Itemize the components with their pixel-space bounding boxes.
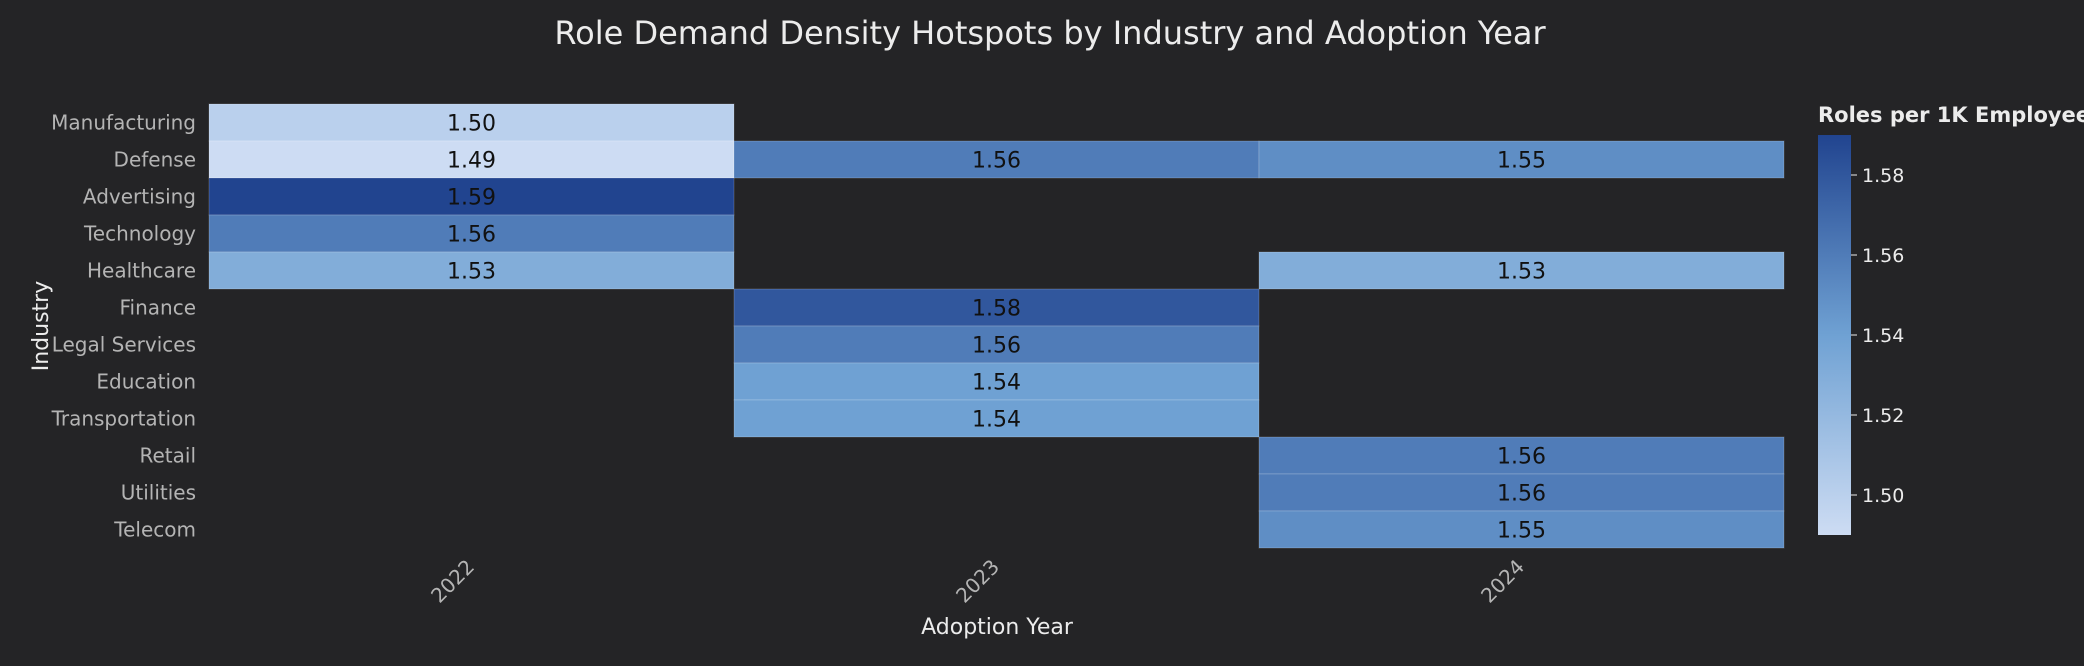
heatmap-cell	[733, 399, 1260, 438]
cell-value-label: 1.54	[972, 408, 1021, 433]
colorbar-gradient	[1818, 135, 1851, 535]
y-tick-label: Healthcare	[87, 259, 196, 283]
cell-value-label: 1.49	[447, 149, 496, 174]
colorbar-ticks: 1.50 1.52 1.54 1.56 1.58	[1851, 165, 1904, 507]
y-tick-label: Telecom	[113, 518, 196, 542]
heatmap-cell	[208, 140, 735, 179]
y-tick-label: Technology	[83, 222, 196, 246]
y-axis-ticks: Manufacturing Defense Advertising Technolog…	[51, 111, 197, 542]
colorbar-tick-label: 1.56	[1862, 245, 1904, 267]
y-tick-label: Education	[96, 370, 196, 394]
heatmap-cell	[733, 140, 1260, 179]
cell-value-label: 1.55	[1497, 149, 1546, 174]
colorbar-tick-label: 1.52	[1862, 405, 1904, 427]
chart-title: Role Demand Density Hotspots by Industry…	[554, 14, 1546, 52]
y-tick-label: Finance	[119, 296, 196, 320]
cell-value-label: 1.56	[1497, 482, 1546, 507]
colorbar-title: Roles per 1K Employees	[1818, 103, 2084, 127]
cell-value-label: 1.55	[1497, 519, 1546, 544]
y-tick-label: Manufacturing	[51, 111, 196, 135]
colorbar-tick-label: 1.58	[1862, 165, 1904, 187]
cell-value-label: 1.56	[447, 223, 496, 248]
heatmap-cell	[733, 362, 1260, 401]
heatmap-cell	[208, 251, 735, 290]
heatmap-cell	[1258, 510, 1785, 549]
cell-value-label: 1.53	[1497, 260, 1546, 285]
cell-value-label: 1.56	[972, 149, 1021, 174]
cell-value-label: 1.54	[972, 371, 1021, 396]
x-axis-label: Adoption Year	[921, 615, 1074, 640]
y-tick-label: Legal Services	[52, 333, 196, 357]
colorbar-tick-label: 1.54	[1862, 325, 1904, 347]
cell-value-label: 1.56	[972, 334, 1021, 359]
y-tick-label: Transportation	[51, 407, 196, 431]
heatmap-cell	[208, 214, 735, 253]
y-tick-label: Defense	[114, 148, 196, 172]
heatmap-cell	[1258, 140, 1785, 179]
y-tick-label: Retail	[139, 444, 196, 468]
x-axis-ticks: 2022 2023 2024	[426, 555, 1529, 608]
x-tick-label: 2022	[426, 555, 479, 608]
colorbar: Roles per 1K Employees 1.501.521.541.561…	[1818, 103, 2084, 535]
colorbar-tick-label: 1.50	[1862, 485, 1904, 507]
x-tick-label: 2024	[1476, 555, 1529, 608]
y-tick-label: Advertising	[83, 185, 196, 209]
cell-value-label: 1.59	[447, 186, 496, 211]
heatmap-cell	[733, 325, 1260, 364]
y-tick-label: Utilities	[121, 481, 196, 505]
cell-value-label: 1.58	[972, 297, 1021, 322]
heatmap-cell	[1258, 473, 1785, 512]
cell-value-label: 1.53	[447, 260, 496, 285]
y-axis-label: Industry	[29, 281, 54, 372]
heatmap-cells: 1.50 1.49 1.56 1.55 1.59 1.56 1.53 1.53 1.58 1.56…	[208, 103, 1785, 549]
heatmap-cell	[208, 103, 735, 142]
cell-value-label: 1.50	[447, 112, 496, 137]
x-tick-label: 2023	[951, 555, 1004, 608]
heatmap-cell	[1258, 251, 1785, 290]
cell-value-label: 1.56	[1497, 445, 1546, 470]
